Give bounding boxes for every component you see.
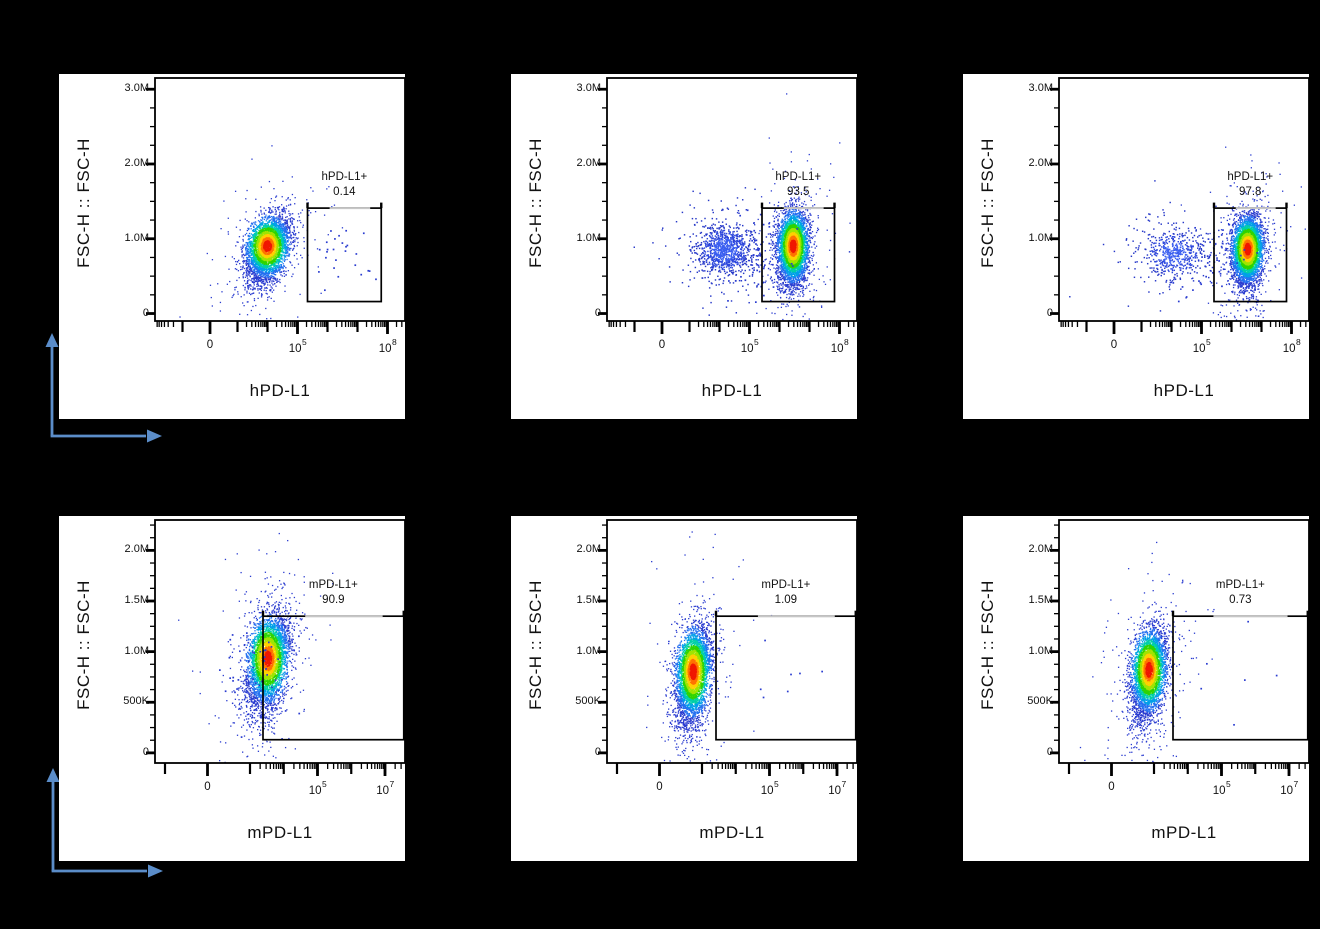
y-tick-label: 0: [594, 745, 601, 758]
y-tick-label: 2.0M: [124, 156, 149, 169]
x-tick-label: 108: [1282, 337, 1301, 355]
x-tick-label: 107: [376, 779, 395, 797]
y-tick-label: 1.0M: [576, 231, 601, 244]
y-tick-label: 2.0M: [576, 543, 601, 556]
scatter-dots-canvas: [155, 520, 405, 763]
x-tick-label: 107: [828, 779, 847, 797]
y-tick-label: 0: [142, 306, 149, 319]
x-axis-label: hPD-L1: [701, 381, 763, 400]
flow-plot-panel: FSC-H :: FSC-H hPD-L1+ 97.8 hPD-L1 0 1.0M…: [963, 74, 1309, 419]
x-tick-label: 0: [1108, 781, 1115, 793]
y-tick-label: 0: [142, 745, 149, 758]
gate-label: hPD-L1+ 97.8: [1190, 170, 1310, 199]
y-tick-label: 3.0M: [124, 82, 149, 95]
gate-label: mPD-L1+ 0.73: [1180, 578, 1300, 607]
y-tick-label: 1.0M: [124, 644, 149, 657]
y-tick-label: 2.0M: [124, 543, 149, 556]
y-tick-label: 2.0M: [1028, 156, 1053, 169]
axes-and-gate-overlay: [598, 77, 857, 334]
flow-plot-panel: FSC-H :: FSC-H mPD-L1+ 90.9 mPD-L1 0 500K…: [59, 516, 405, 861]
scatter-dots-canvas: [607, 78, 857, 321]
axis-direction-arrows-icon: [45, 333, 162, 443]
y-tick-label: 2.0M: [576, 156, 601, 169]
axes-and-gate-overlay: [146, 77, 405, 334]
y-tick-label: 0: [594, 306, 601, 319]
gate-percent: 0.14: [333, 185, 356, 198]
gate-name: mPD-L1+: [761, 579, 811, 592]
flow-plot-panel: FSC-H :: FSC-H hPD-L1+ 93.5 hPD-L1 0 1.0M…: [511, 74, 857, 419]
scatter-dots-canvas: [607, 520, 857, 763]
y-tick-label: 500K: [1027, 695, 1053, 708]
scatter-dots-canvas: [155, 78, 405, 321]
axes-and-gate-overlay: [146, 519, 405, 776]
axes-and-gate-overlay: [598, 519, 857, 776]
y-tick-label: 2.0M: [1028, 543, 1053, 556]
y-tick-label: 1.0M: [124, 231, 149, 244]
y-tick-label: 1.5M: [1028, 594, 1053, 606]
x-tick-label: 105: [740, 337, 759, 355]
y-tick-label: 1.0M: [576, 644, 601, 657]
gate-name: mPD-L1+: [1215, 579, 1265, 592]
x-axis-label: mPD-L1: [1151, 823, 1217, 842]
x-tick-label: 108: [378, 337, 397, 355]
gate-name: hPD-L1+: [1227, 171, 1274, 184]
scatter-dots-canvas: [1059, 78, 1309, 321]
gate-percent: 90.9: [322, 593, 345, 606]
scatter-dots-canvas: [1059, 520, 1309, 763]
axes-and-gate-overlay: [1050, 519, 1309, 776]
x-tick-label: 105: [288, 337, 307, 355]
y-tick-label: 1.5M: [124, 594, 149, 606]
x-tick-label: 107: [1280, 779, 1299, 797]
x-axis-label: hPD-L1: [249, 381, 311, 400]
gate-label: hPD-L1+ 93.5: [738, 170, 858, 199]
gate-name: hPD-L1+: [775, 171, 822, 184]
gate-percent: 97.8: [1239, 185, 1262, 198]
x-axis-label: mPD-L1: [699, 823, 765, 842]
x-tick-label: 0: [206, 339, 214, 351]
flow-plot-panel: FSC-H :: FSC-H hPD-L1+ 0.14 hPD-L1 0 1.0M…: [59, 74, 405, 419]
gate-label: mPD-L1+ 90.9: [273, 578, 393, 607]
gate-percent: 1.09: [774, 593, 798, 606]
y-tick-label: 1.0M: [1028, 231, 1053, 244]
x-tick-label: 0: [1110, 339, 1118, 351]
y-tick-label: 1.5M: [576, 594, 601, 606]
gate-percent: 0.73: [1229, 593, 1252, 606]
x-tick-label: 108: [830, 337, 849, 355]
x-tick-label: 105: [308, 779, 327, 797]
gate-name: hPD-L1+: [321, 171, 368, 184]
y-tick-label: 3.0M: [576, 82, 601, 95]
x-tick-label: 105: [1192, 337, 1211, 355]
x-tick-label: 105: [760, 779, 779, 797]
gate-label: hPD-L1+ 0.14: [284, 170, 404, 199]
y-tick-label: 1.0M: [1028, 644, 1053, 657]
axes-and-gate-overlay: [1050, 77, 1309, 334]
gate-label: mPD-L1+ 1.09: [726, 578, 846, 607]
y-tick-label: 500K: [123, 695, 149, 708]
x-axis-label: mPD-L1: [247, 823, 313, 842]
y-tick-label: 0: [1046, 306, 1053, 319]
x-tick-label: 0: [204, 781, 211, 793]
y-tick-label: 500K: [575, 695, 601, 708]
axis-direction-arrows-icon: [46, 768, 163, 878]
x-tick-label: 0: [658, 339, 666, 351]
y-tick-label: 3.0M: [1028, 82, 1053, 95]
x-tick-label: 0: [656, 781, 663, 793]
flow-plot-panel: FSC-H :: FSC-H mPD-L1+ 1.09 mPD-L1 0 500K…: [511, 516, 857, 861]
y-tick-label: 0: [1046, 745, 1053, 758]
gate-name: mPD-L1+: [308, 579, 358, 592]
gate-percent: 93.5: [787, 185, 810, 198]
x-tick-label: 105: [1212, 779, 1231, 797]
x-axis-label: hPD-L1: [1153, 381, 1215, 400]
flow-plot-panel: FSC-H :: FSC-H mPD-L1+ 0.73 mPD-L1 0 500K…: [963, 516, 1309, 861]
